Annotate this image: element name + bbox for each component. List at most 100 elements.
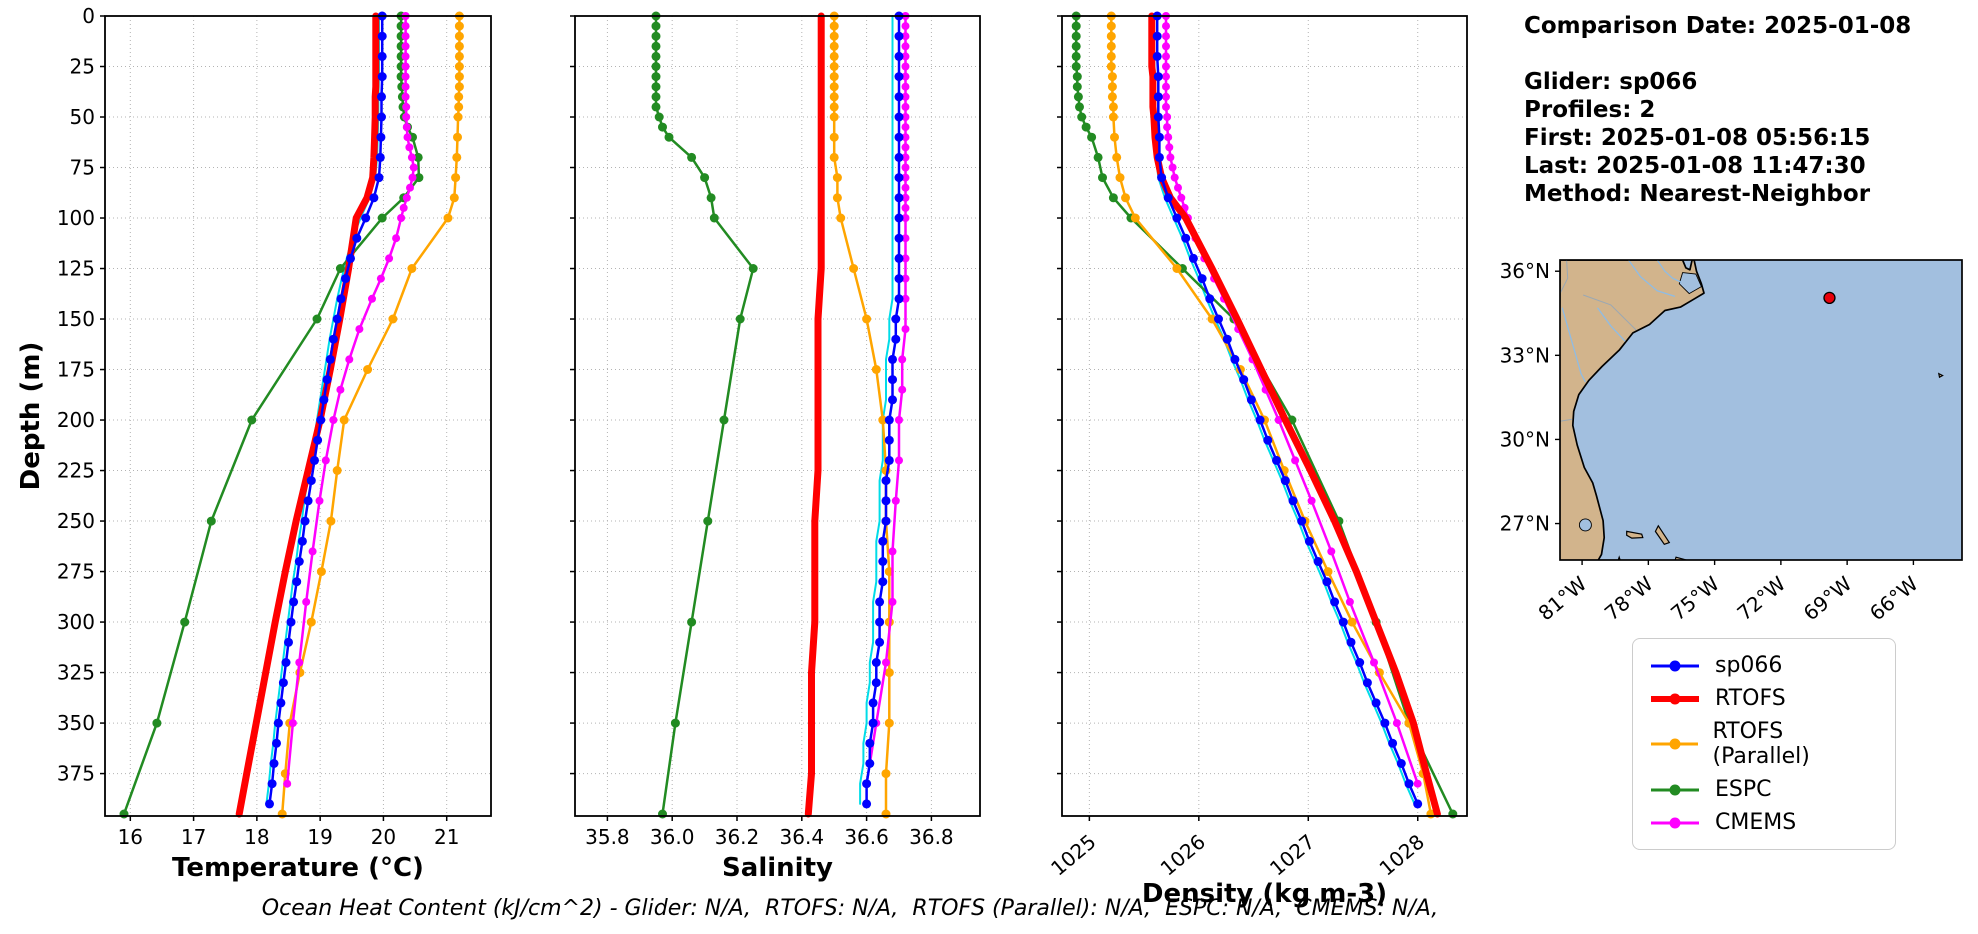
salinity-profile-chart: 35.8 36.0 36.2 36.4 36.6 36.8 Salinity	[570, 11, 981, 883]
state-border-line	[1560, 260, 1569, 294]
comparison-info-block: Comparison Date: 2025-01-08 Glider: sp066…	[1524, 12, 1911, 208]
series-RTOFS	[804, 12, 825, 818]
series-sp066	[865, 14, 901, 806]
svg-text:350: 350	[57, 711, 95, 735]
series-RTOFS	[1148, 12, 1441, 818]
river-line	[1627, 260, 1676, 298]
legend-sample-line	[1651, 660, 1699, 671]
svg-text:100: 100	[57, 206, 95, 230]
state-border-line	[1560, 418, 1573, 422]
river-line	[1596, 307, 1626, 342]
info-line: Profiles: 2	[1524, 97, 1656, 123]
svg-text:200: 200	[57, 408, 95, 432]
island	[1654, 524, 1671, 546]
legend-sample-line	[1651, 738, 1699, 750]
svg-text:36.4: 36.4	[780, 825, 825, 849]
svg-text:35.8: 35.8	[585, 825, 630, 849]
series-ESPC	[1074, 14, 1455, 816]
svg-text:18: 18	[244, 825, 269, 849]
info-line: Glider: sp066	[1524, 69, 1698, 95]
legend-label: CMEMS	[1715, 810, 1797, 835]
svg-text:25: 25	[70, 55, 95, 79]
x-axis-label: Salinity	[722, 853, 833, 883]
x-axis-label: Density (kg m-3)	[1142, 879, 1387, 909]
legend-item-rtofs: RTOFS	[1649, 686, 1879, 711]
svg-text:36.0: 36.0	[650, 825, 695, 849]
map-lat-tick-label: 33°N	[1500, 343, 1550, 367]
map-lon-tick-label: 69°W	[1799, 571, 1857, 625]
legend-sample-line	[1651, 784, 1699, 795]
state-border-line	[1583, 294, 1637, 331]
svg-text:17: 17	[181, 825, 206, 849]
svg-text:1027: 1027	[1265, 829, 1319, 880]
info-line: Method: Nearest-Neighbor	[1524, 181, 1871, 207]
river-line	[1561, 307, 1586, 383]
svg-text:250: 250	[57, 509, 95, 533]
series-CMEMS	[285, 14, 416, 785]
us-east-coast-landmass	[1560, 260, 1705, 560]
legend-sample-line	[1651, 693, 1699, 704]
svg-text:275: 275	[57, 560, 95, 584]
series-RTOFS-Parallel	[280, 14, 461, 816]
legend-label: RTOFS (Parallel)	[1712, 719, 1810, 769]
svg-text:1028: 1028	[1375, 829, 1429, 880]
y-axis-label: Depth (m)	[16, 342, 46, 491]
svg-text:175: 175	[57, 358, 95, 382]
legend-sample-line	[1651, 817, 1699, 828]
lake-okeechobee	[1578, 518, 1592, 532]
svg-text:36.6: 36.6	[844, 825, 889, 849]
series-RTOFS-Parallel	[1110, 14, 1433, 816]
legend-label: RTOFS	[1715, 686, 1786, 711]
glider-location-marker	[1823, 291, 1836, 305]
legend: sp066 RTOFS RTOFS (Parallel) ESPC CMEMS	[1632, 638, 1896, 850]
island	[1937, 372, 1944, 379]
temperature-profile-chart: 16 17 18 19 20 21 0 25 50 75 100 125 150 175 200 225 250…	[16, 4, 492, 883]
info-line: Comparison Date: 2025-01-08	[1524, 13, 1912, 39]
map-lat-tick-label: 27°N	[1500, 512, 1550, 536]
map-lon-tick-label: 66°W	[1865, 571, 1923, 625]
map-lon-tick-label: 78°W	[1600, 571, 1658, 625]
svg-text:1026: 1026	[1156, 829, 1210, 880]
svg-text:21: 21	[434, 825, 459, 849]
info-line: Last: 2025-01-08 11:47:30	[1524, 153, 1866, 179]
map-lon-tick-label: 72°W	[1732, 571, 1790, 625]
svg-text:50: 50	[70, 105, 95, 129]
map-lon-tick-label: 81°W	[1534, 571, 1592, 625]
series-sp066-profile-1	[859, 15, 894, 805]
series-RTOFS-Parallel	[832, 14, 891, 816]
legend-item-espc: ESPC	[1649, 777, 1879, 802]
svg-text:300: 300	[57, 610, 95, 634]
svg-text:375: 375	[57, 762, 95, 786]
legend-label: ESPC	[1715, 777, 1772, 802]
info-line: First: 2025-01-08 05:56:15	[1524, 125, 1871, 151]
map-lat-tick-label: 30°N	[1500, 427, 1550, 451]
series-sp066	[268, 14, 384, 806]
legend-item-cmems: CMEMS	[1649, 810, 1879, 835]
ocean-heat-content-annotation: Ocean Heat Content (kJ/cm^2) - Glider: N…	[261, 896, 1439, 921]
legend-label: sp066	[1715, 653, 1783, 678]
series-sp066	[1155, 14, 1419, 806]
svg-text:325: 325	[57, 661, 95, 685]
svg-text:20: 20	[371, 825, 396, 849]
info-line	[1524, 40, 1911, 68]
svg-text:125: 125	[57, 257, 95, 281]
svg-text:225: 225	[57, 459, 95, 483]
svg-text:0: 0	[82, 4, 95, 28]
location-map: 81°W 78°W 75°W 72°W 69°W 66°W 36°N 33°N 30°N 27°N	[1500, 259, 1963, 625]
x-axis-label: Temperature (°C)	[172, 853, 424, 883]
legend-item-sp066: sp066	[1649, 653, 1879, 678]
svg-text:75: 75	[70, 156, 95, 180]
series-RTOFS	[235, 12, 380, 818]
legend-item-rtofs-parallel-: RTOFS (Parallel)	[1649, 719, 1879, 769]
island	[1626, 530, 1644, 539]
svg-text:1025: 1025	[1046, 829, 1100, 880]
svg-text:36.2: 36.2	[715, 825, 760, 849]
map-lon-tick-label: 75°W	[1666, 571, 1724, 625]
svg-text:19: 19	[307, 825, 332, 849]
map-lat-tick-label: 36°N	[1500, 259, 1550, 283]
svg-text:36.8: 36.8	[909, 825, 954, 849]
river-line	[1656, 260, 1682, 283]
svg-text:16: 16	[118, 825, 143, 849]
